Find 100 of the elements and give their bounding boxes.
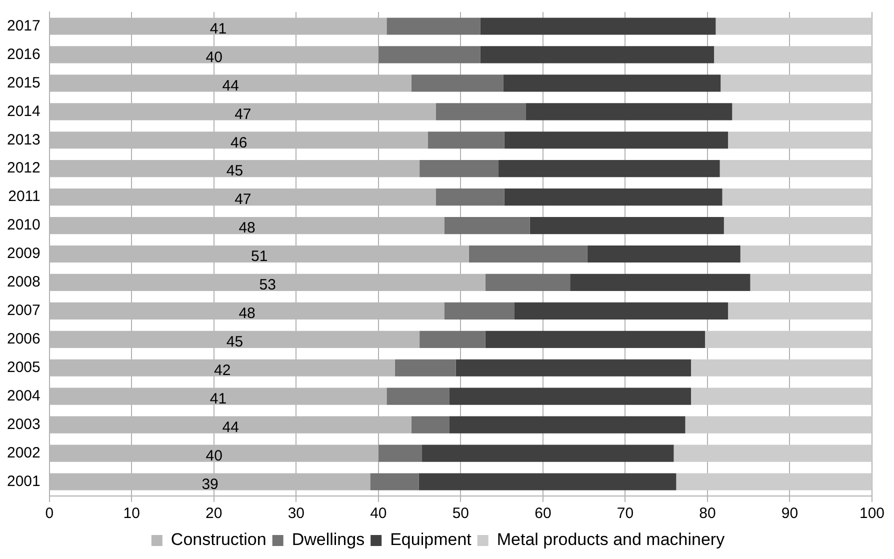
data-label: 46 bbox=[230, 134, 248, 152]
bar bbox=[420, 160, 499, 178]
bar bbox=[676, 473, 872, 490]
bar bbox=[691, 359, 872, 376]
bar bbox=[498, 160, 720, 178]
bar bbox=[378, 46, 480, 64]
bar bbox=[480, 46, 714, 64]
y-tick-label: 2008 bbox=[6, 274, 40, 291]
y-tick-label: 2010 bbox=[6, 216, 40, 234]
bar bbox=[480, 18, 716, 35]
x-tick-label: 90 bbox=[781, 505, 798, 522]
x-tick-label: 50 bbox=[452, 505, 470, 522]
data-label: 41 bbox=[210, 20, 227, 38]
y-tick-label: 2016 bbox=[6, 46, 40, 63]
bar bbox=[587, 245, 740, 263]
bar bbox=[394, 359, 456, 376]
bar bbox=[378, 444, 422, 462]
x-tick-label: 0 bbox=[45, 505, 54, 522]
bar bbox=[685, 416, 872, 434]
legend-label: Metal products and machinery bbox=[496, 530, 726, 550]
x-tick-label: 40 bbox=[370, 505, 387, 522]
bar bbox=[449, 388, 692, 405]
bar bbox=[449, 416, 686, 434]
y-tick-label: 2012 bbox=[6, 160, 40, 177]
y-tick-label: 2009 bbox=[6, 245, 40, 262]
bar bbox=[386, 388, 450, 405]
data-label: 44 bbox=[222, 418, 239, 436]
data-label: 44 bbox=[222, 77, 239, 94]
bar bbox=[503, 74, 721, 92]
y-tick-label: 2015 bbox=[6, 74, 40, 92]
bar bbox=[444, 302, 514, 320]
x-tick-label: 20 bbox=[206, 505, 222, 522]
legend-label: Construction bbox=[170, 530, 266, 550]
bar bbox=[750, 274, 872, 292]
bar bbox=[724, 216, 872, 234]
bar bbox=[740, 245, 872, 263]
data-label: 41 bbox=[210, 390, 227, 408]
x-tick-label: 10 bbox=[123, 505, 140, 522]
bar bbox=[436, 103, 526, 120]
y-tick-label: 2014 bbox=[6, 102, 40, 120]
bar bbox=[722, 188, 872, 206]
data-label: 45 bbox=[226, 162, 244, 180]
data-label: 42 bbox=[214, 362, 231, 380]
x-tick-label: 100 bbox=[859, 505, 885, 522]
x-tick-label: 80 bbox=[699, 505, 716, 522]
y-tick-label: 2011 bbox=[8, 188, 40, 206]
bar bbox=[674, 444, 872, 462]
x-tick-label: 60 bbox=[534, 505, 552, 522]
x-tick-label: 70 bbox=[616, 505, 634, 522]
bar bbox=[386, 18, 480, 35]
bar bbox=[485, 330, 706, 348]
bar bbox=[411, 416, 450, 434]
bar bbox=[728, 132, 872, 149]
data-label: 47 bbox=[234, 106, 252, 123]
bar bbox=[418, 473, 676, 490]
bar bbox=[570, 274, 750, 292]
y-tick-label: 2005 bbox=[6, 359, 40, 376]
legend-label: Equipment bbox=[390, 530, 472, 550]
data-label: 47 bbox=[234, 191, 252, 208]
bar bbox=[732, 103, 872, 120]
bar bbox=[468, 245, 588, 263]
bar bbox=[728, 302, 872, 320]
bar bbox=[514, 302, 728, 320]
bar bbox=[485, 274, 570, 292]
bar bbox=[504, 132, 728, 149]
bar bbox=[411, 74, 504, 92]
x-tick-label: 30 bbox=[288, 505, 304, 522]
bar bbox=[436, 188, 504, 206]
data-label: 40 bbox=[206, 48, 222, 66]
bar bbox=[720, 74, 872, 92]
data-label: 51 bbox=[251, 248, 268, 266]
y-tick-label: 2013 bbox=[6, 131, 40, 148]
bar bbox=[456, 359, 692, 376]
data-label: 40 bbox=[206, 447, 222, 464]
bar bbox=[530, 216, 724, 234]
bar bbox=[691, 388, 872, 405]
bar bbox=[716, 18, 872, 35]
bar bbox=[504, 188, 722, 206]
y-tick-label: 2004 bbox=[6, 387, 40, 404]
data-label: 48 bbox=[238, 305, 256, 322]
y-tick-label: 2017 bbox=[6, 17, 40, 34]
y-tick-label: 2002 bbox=[6, 444, 40, 462]
y-tick-label: 2007 bbox=[6, 302, 40, 320]
data-label: 39 bbox=[202, 476, 218, 493]
bar bbox=[444, 216, 530, 234]
data-label: 45 bbox=[226, 334, 244, 351]
bar bbox=[420, 330, 486, 348]
bar bbox=[370, 473, 419, 490]
bar bbox=[422, 444, 674, 462]
data-label: 53 bbox=[259, 276, 276, 294]
y-tick-label: 2006 bbox=[6, 330, 40, 348]
bar bbox=[526, 103, 732, 120]
data-label: 48 bbox=[238, 220, 256, 237]
bar bbox=[714, 46, 872, 64]
bar bbox=[705, 330, 872, 348]
legend-label: Dwellings bbox=[292, 530, 365, 550]
bar bbox=[720, 160, 872, 178]
y-tick-label: 2001 bbox=[6, 472, 40, 490]
y-tick-label: 2003 bbox=[6, 416, 40, 433]
bar bbox=[428, 132, 504, 149]
